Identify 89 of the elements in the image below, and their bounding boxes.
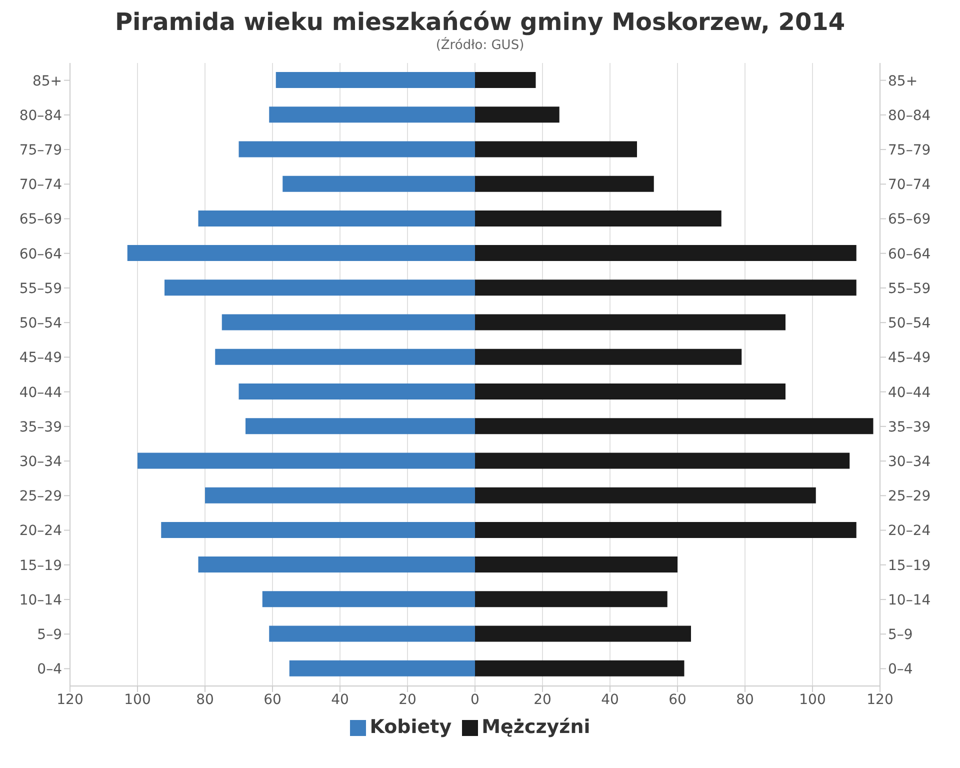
category-label: 15–19 <box>888 558 931 574</box>
y-tick-label: 35–39 <box>19 419 62 436</box>
y-tick-label: 60–64 <box>19 246 62 262</box>
category-label: 0–4 <box>888 662 913 678</box>
bar <box>475 626 691 642</box>
bar <box>475 106 560 123</box>
category-label: 20–24 <box>888 523 931 540</box>
category-label: 40–44 <box>888 384 931 401</box>
x-tick-label: 60 <box>668 692 686 708</box>
y-tick-label: 40–44 <box>19 384 62 401</box>
x-tick-label: 20 <box>534 692 552 708</box>
category-label: 80–84 <box>888 108 931 124</box>
bar <box>269 626 475 642</box>
bar <box>161 522 475 538</box>
bar <box>276 72 475 88</box>
bar <box>238 141 475 158</box>
bar <box>289 660 475 676</box>
bar <box>475 245 856 262</box>
y-tick-label: 45–49 <box>19 350 62 366</box>
x-tick-label: 120 <box>56 692 84 708</box>
y-tick-label: 80–84 <box>19 108 62 124</box>
y-tick-label: 50–54 <box>19 316 62 332</box>
bar <box>238 384 475 400</box>
chart-title: Piramida wieku mieszkańców gminy Moskorzew, 2014 <box>114 8 846 36</box>
x-tick-label: 80 <box>736 692 754 708</box>
x-tick-label: 80 <box>196 692 214 708</box>
bar <box>269 106 475 123</box>
legend-label: Kobiety <box>370 716 452 738</box>
bar <box>475 348 742 365</box>
category-label: 45–49 <box>888 350 931 366</box>
bar <box>215 348 475 365</box>
chart-subtitle: (Źródło: GUS) <box>434 38 526 53</box>
bar <box>475 591 668 608</box>
y-tick-label: 70–74 <box>19 177 62 194</box>
bar <box>475 314 786 330</box>
category-label: 65–69 <box>888 212 931 228</box>
y-tick-label: 85+ <box>32 73 62 90</box>
bar <box>205 487 475 504</box>
bar <box>475 72 536 88</box>
bar <box>475 556 678 573</box>
category-label: 50–54 <box>888 316 931 332</box>
category-label: 60–64 <box>888 246 931 262</box>
bar <box>164 280 475 296</box>
bar <box>475 452 850 469</box>
x-tick-label: 40 <box>601 692 619 708</box>
x-tick-label: 120 <box>866 692 894 708</box>
category-label: 35–39 <box>888 419 931 436</box>
bar <box>475 141 637 158</box>
bar <box>475 487 816 504</box>
category-label: 85+ <box>888 73 918 90</box>
category-label: 10–14 <box>888 592 931 608</box>
x-tick-label: 0 <box>470 692 480 708</box>
bar <box>138 452 475 469</box>
bar <box>475 522 856 538</box>
y-tick-label: 20–24 <box>19 523 62 540</box>
category-label: 75–79 <box>888 142 931 158</box>
bar <box>475 660 684 676</box>
bar <box>262 591 475 608</box>
bar <box>198 556 475 573</box>
y-tick-label: 15–19 <box>19 558 62 574</box>
x-tick-label: 20 <box>398 692 416 708</box>
bar <box>475 176 654 192</box>
y-tick-label: 65–69 <box>19 212 62 228</box>
y-tick-label: 10–14 <box>19 592 62 608</box>
y-tick-label: 75–79 <box>19 142 62 158</box>
category-label: 70–74 <box>888 177 931 194</box>
bar <box>246 418 475 434</box>
x-tick-label: 40 <box>331 692 349 708</box>
x-tick-label: 100 <box>799 692 826 708</box>
category-label: 25–29 <box>888 488 931 505</box>
y-tick-label: 25–29 <box>19 488 62 505</box>
category-label: 30–34 <box>888 454 931 470</box>
x-tick-label: 100 <box>124 692 151 708</box>
y-tick-label: 30–34 <box>19 454 62 470</box>
bar <box>222 314 475 330</box>
bar <box>198 210 475 226</box>
bar <box>475 280 856 296</box>
y-tick-label: 0–4 <box>37 662 62 678</box>
x-tick-label: 60 <box>264 692 282 708</box>
bar <box>475 418 874 434</box>
bar <box>282 176 475 192</box>
category-label: 5–9 <box>888 627 913 644</box>
y-tick-label: 5–9 <box>37 627 62 644</box>
y-tick-label: 55–59 <box>19 280 62 297</box>
legend-label: Mężczyźni <box>482 716 590 738</box>
bar <box>475 384 786 400</box>
category-label: 55–59 <box>888 280 931 297</box>
bar <box>475 210 722 226</box>
bar <box>127 245 475 262</box>
